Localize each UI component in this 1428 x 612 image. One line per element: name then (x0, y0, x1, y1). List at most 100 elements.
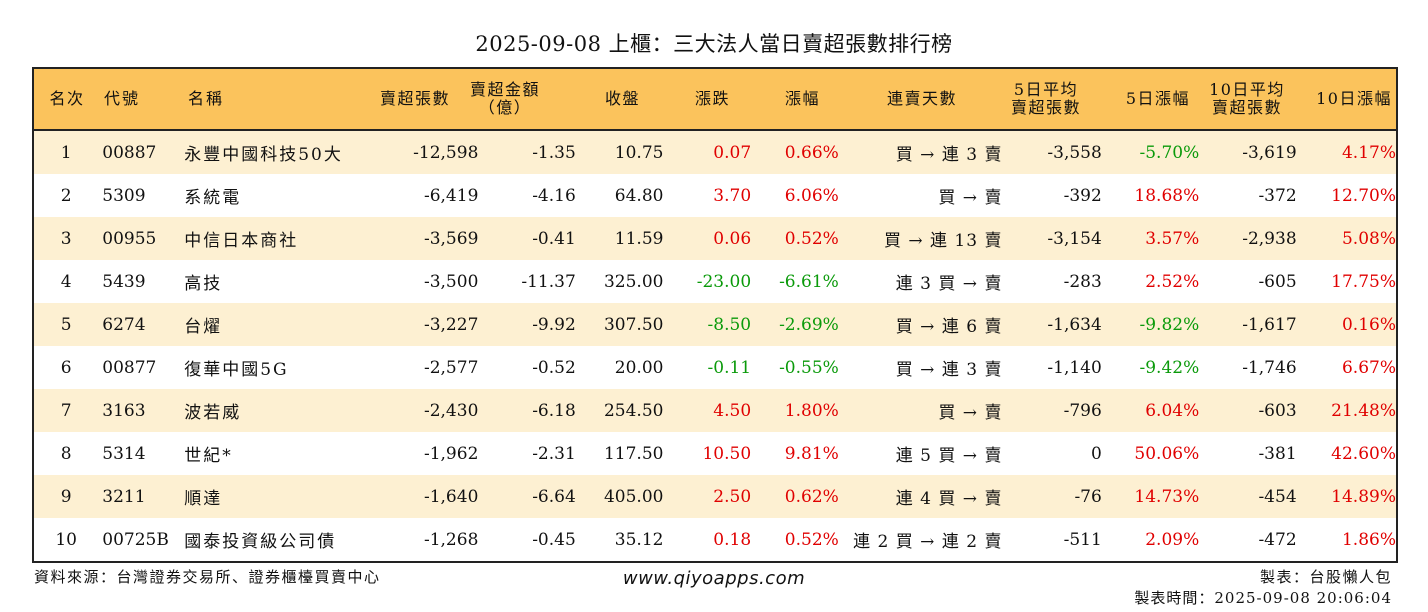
cell-sell-lots: -6,419 (423, 185, 479, 206)
cell-name: 高技 (184, 274, 223, 294)
cell-avg5: -511 (1063, 529, 1102, 550)
cell-rank: 9 (60, 486, 72, 507)
cell-avg10: -454 (1258, 486, 1297, 507)
cell-code: 5439 (102, 271, 146, 292)
header-sell-lots: 賣超張數 (379, 89, 450, 108)
cell-name: 永豐中國科技50大 (184, 145, 343, 165)
cell-sell-lots: -3,500 (423, 271, 479, 292)
cell-close: 35.12 (614, 529, 664, 550)
cell-pct10: 1.86% (1341, 529, 1396, 550)
cell-name: 系統電 (184, 188, 242, 208)
cell-code: 00725B (102, 529, 169, 550)
ranking-table: 名次 代號 名稱 賣超張數 賣超金額 （億） 收盤 漲跌 漲幅 連賣天數 5日平… (32, 67, 1398, 563)
table-row[interactable]: 5 6274 台燿 -3,227 -9.92 307.50 -8.50 -2.69% 買 → 連… (34, 303, 1396, 346)
cell-change: 10.50 (702, 443, 752, 464)
footer-url[interactable]: www.qiyoapps.com (622, 568, 806, 589)
cell-change: 2.50 (713, 486, 752, 507)
cell-avg5: -283 (1063, 271, 1102, 292)
table-row[interactable]: 8 5314 世紀* -1,962 -2.31 117.50 10.50 9.81% 連 5 買… (34, 432, 1396, 475)
table-row[interactable]: 7 3163 波若威 -2,430 -6.18 254.50 4.50 1.80% 買 → 賣 -… (34, 389, 1396, 432)
table-row[interactable]: 1 00887 永豐中國科技50大 -12,598 -1.35 10.75 0.07 0.66… (34, 131, 1396, 174)
table-row[interactable]: 4 5439 高技 -3,500 -11.37 325.00 -23.00 -6.61% 連 3… (34, 260, 1396, 303)
cell-sell-amount: -0.41 (532, 228, 576, 249)
cell-pct5: 14.73% (1134, 486, 1200, 507)
cell-rank: 7 (60, 400, 72, 421)
cell-streak: 連 3 買 → 賣 (895, 274, 1003, 294)
cell-name: 波若威 (184, 403, 242, 423)
cell-sell-amount: -0.52 (532, 357, 576, 378)
header-avg10-line2: 賣超張數 (1211, 98, 1282, 117)
header-avg10-line1: 10日平均 (1209, 80, 1285, 99)
header-avg5: 5日平均 賣超張數 (988, 81, 1090, 117)
cell-change: -23.00 (696, 271, 752, 292)
cell-streak: 買 → 賣 (938, 403, 1003, 423)
cell-sell-lots: -1,268 (423, 529, 479, 550)
cell-pct10: 42.60% (1331, 443, 1396, 464)
cell-change: 3.70 (713, 185, 752, 206)
cell-change-pct: -2.69% (779, 314, 839, 335)
cell-pct5: 50.06% (1134, 443, 1200, 464)
cell-rank: 6 (60, 357, 72, 378)
cell-avg5: -796 (1063, 400, 1102, 421)
cell-rank: 1 (60, 142, 72, 163)
cell-avg10: -372 (1258, 185, 1297, 206)
cell-sell-amount: -11.37 (521, 271, 576, 292)
cell-close: 325.00 (603, 271, 664, 292)
cell-sell-amount: -2.31 (532, 443, 576, 464)
header-avg5-line1: 5日平均 (1013, 80, 1079, 99)
header-streak: 連賣天數 (886, 89, 957, 108)
cell-sell-amount: -1.35 (532, 142, 576, 163)
header-pct5: 5日漲幅 (1125, 89, 1190, 108)
cell-change-pct: 0.62% (784, 486, 839, 507)
cell-close: 307.50 (603, 314, 664, 335)
cell-sell-amount: -9.92 (532, 314, 576, 335)
cell-change: 0.06 (713, 228, 752, 249)
cell-pct5: -9.82% (1139, 314, 1200, 335)
cell-pct5: 2.09% (1145, 529, 1200, 550)
cell-change: 0.07 (713, 142, 752, 163)
cell-pct10: 21.48% (1331, 400, 1396, 421)
cell-streak: 買 → 賣 (938, 188, 1003, 208)
cell-avg10: -605 (1258, 271, 1297, 292)
cell-name: 國泰投資級公司債 (184, 532, 337, 552)
cell-change: -0.11 (707, 357, 752, 378)
cell-change-pct: 0.66% (784, 142, 839, 163)
table-row[interactable]: 6 00877 復華中國5G -2,577 -0.52 20.00 -0.11 -0.55% 買… (34, 346, 1396, 389)
cell-sell-lots: -3,569 (423, 228, 479, 249)
cell-sell-lots: -3,227 (423, 314, 479, 335)
cell-code: 5309 (102, 185, 146, 206)
page-title: 2025-09-08 上櫃：三大法人當日賣超張數排行榜 (475, 32, 953, 56)
cell-change-pct: 9.81% (784, 443, 839, 464)
cell-pct10: 6.67% (1341, 357, 1396, 378)
cell-pct5: 2.52% (1145, 271, 1200, 292)
cell-rank: 5 (60, 314, 72, 335)
header-rank: 名次 (49, 89, 85, 108)
cell-name: 世紀* (184, 446, 233, 466)
footer-made-time: 製表時間：2025-09-08 20:06:04 (1134, 589, 1392, 607)
header-close: 收盤 (604, 89, 640, 108)
cell-name: 復華中國5G (184, 360, 289, 380)
cell-streak: 連 4 買 → 賣 (895, 489, 1003, 509)
cell-name: 台燿 (184, 317, 223, 337)
cell-streak: 買 → 連 6 賣 (895, 317, 1003, 337)
cell-streak: 買 → 連 13 賣 (883, 231, 1003, 251)
cell-code: 00877 (102, 357, 157, 378)
table-header-row: 名次 代號 名稱 賣超張數 賣超金額 （億） 收盤 漲跌 漲幅 連賣天數 5日平… (34, 69, 1396, 131)
footer-maker: 製表：台股懶人包 (1259, 568, 1392, 586)
cell-pct5: 3.57% (1145, 228, 1200, 249)
header-avg10: 10日平均 賣超張數 (1190, 81, 1290, 117)
table-body: 1 00887 永豐中國科技50大 -12,598 -1.35 10.75 0.07 0.66… (34, 131, 1396, 561)
header-change: 漲跌 (694, 89, 730, 108)
cell-avg10: -1,617 (1242, 314, 1297, 335)
table-row[interactable]: 3 00955 中信日本商社 -3,569 -0.41 11.59 0.06 0.52% 買 →… (34, 217, 1396, 260)
cell-avg10: -1,746 (1242, 357, 1297, 378)
cell-pct10: 14.89% (1331, 486, 1396, 507)
table-row[interactable]: 10 00725B 國泰投資級公司債 -1,268 -0.45 35.12 0.18 0.52… (34, 518, 1396, 561)
header-name: 名稱 (188, 89, 225, 108)
cell-pct10: 17.75% (1331, 271, 1396, 292)
cell-name: 中信日本商社 (184, 231, 299, 251)
cell-pct5: -5.70% (1139, 142, 1200, 163)
table-row[interactable]: 2 5309 系統電 -6,419 -4.16 64.80 3.70 6.06% 買 → 賣 -3… (34, 174, 1396, 217)
cell-close: 20.00 (614, 357, 664, 378)
table-row[interactable]: 9 3211 順達 -1,640 -6.64 405.00 2.50 0.62% 連 4 買 →… (34, 475, 1396, 518)
